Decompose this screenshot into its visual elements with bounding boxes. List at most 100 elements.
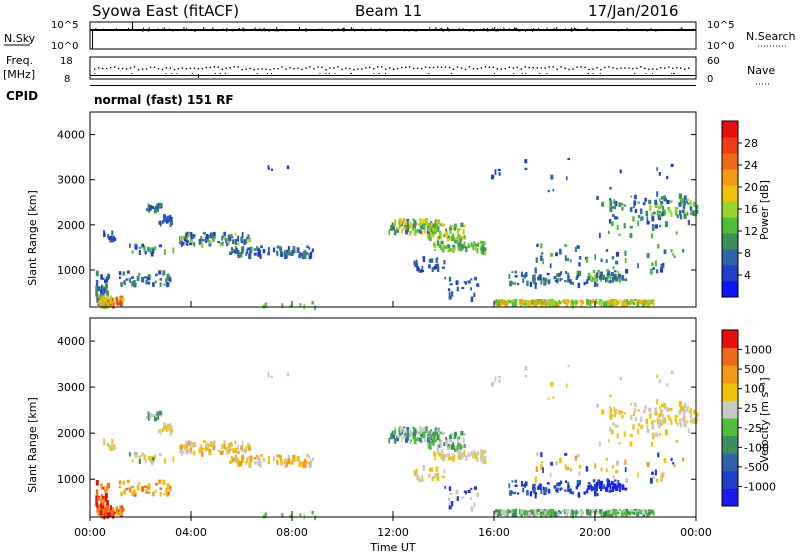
scatter-cell — [234, 239, 238, 245]
scatter-cell — [448, 231, 452, 235]
scatter-cell — [623, 204, 626, 207]
scatter-cell — [189, 447, 192, 452]
scatter-cell — [576, 274, 579, 278]
scatter-cell — [629, 300, 632, 306]
nsky-dot — [571, 29, 573, 32]
scatter-cell — [607, 511, 610, 517]
scatter-cell — [609, 408, 613, 414]
scatter-cell — [595, 481, 599, 488]
scatter-cell — [596, 492, 599, 497]
nsky-dot — [556, 29, 558, 32]
scatter-cell — [675, 418, 678, 424]
nsky-label: N.Sky — [4, 32, 36, 45]
scatter-cell — [456, 229, 460, 235]
scatter-cell — [482, 247, 485, 252]
scatter-cell — [279, 459, 283, 464]
scatter-cell — [664, 221, 668, 228]
scatter-cell — [101, 277, 105, 281]
scatter-cell — [101, 500, 104, 507]
scatter-cell — [179, 236, 183, 242]
nave-dot — [97, 67, 100, 69]
date-title: 17/Jan/2016 — [588, 2, 679, 20]
scatter-cell — [576, 484, 579, 488]
scatter-cell — [595, 272, 599, 279]
nave-dot — [117, 67, 120, 70]
scatter-cell — [654, 407, 658, 413]
nave-dot — [460, 67, 463, 69]
scatter-cell — [441, 475, 445, 479]
nave-dot — [237, 66, 239, 68]
scatter-cell — [441, 266, 445, 269]
scatter-cell — [609, 483, 612, 490]
scatter-cell — [543, 280, 547, 285]
scatter-cell — [97, 510, 100, 514]
scatter-cell — [147, 246, 150, 252]
scatter-cell — [106, 505, 110, 510]
scatter-cell — [447, 288, 451, 292]
scatter-cell — [583, 491, 586, 495]
scatter-cell — [279, 456, 283, 460]
scatter-cell — [462, 454, 467, 458]
scatter-cell — [613, 270, 617, 273]
velocity-colorbar-label: Velocity [m s⁻¹] — [758, 377, 771, 462]
scatter-cell — [642, 409, 646, 414]
nave-dot — [269, 68, 271, 71]
scatter-cell — [658, 422, 661, 427]
scatter-cell — [598, 481, 601, 486]
scatter-cell — [138, 455, 142, 458]
scatter-cell — [149, 204, 152, 211]
scatter-cell — [473, 449, 476, 453]
scatter-cell — [234, 250, 237, 254]
scatter-cell — [95, 479, 99, 486]
nsky-dot — [318, 28, 320, 31]
scatter-cell — [687, 219, 690, 226]
scatter-cell — [388, 437, 391, 444]
scatter-cell — [189, 242, 193, 246]
colorbar-tick-label: -100 — [744, 441, 769, 454]
scatter-cell — [689, 200, 692, 207]
nsky-dot — [193, 29, 195, 32]
scatter-cell — [559, 487, 563, 490]
scatter-cell — [535, 466, 538, 472]
scatter-cell — [413, 436, 416, 442]
scatter-cell — [663, 209, 666, 216]
scatter-cell — [189, 238, 192, 244]
scatter-cell — [148, 247, 152, 253]
scatter-cell — [683, 408, 686, 414]
scatter-cell — [158, 479, 162, 484]
scatter-cell — [637, 423, 641, 427]
scatter-cell — [421, 479, 425, 482]
scatter-cell — [629, 207, 633, 212]
scatter-cell — [514, 484, 518, 487]
scatter-cell — [650, 212, 654, 217]
scatter-cell — [247, 247, 251, 251]
scatter-cell — [204, 237, 207, 243]
scatter-cell — [594, 254, 597, 260]
scatter-cell — [97, 287, 101, 292]
scatter-cell — [615, 485, 618, 488]
scatter-cell — [104, 279, 107, 284]
scatter-cell — [520, 298, 524, 305]
nave-dot — [133, 66, 136, 68]
scatter-cell — [575, 299, 578, 305]
scatter-cell — [550, 174, 554, 180]
nave-dot — [540, 67, 542, 69]
scatter-cell — [463, 235, 466, 238]
scatter-cell — [660, 201, 664, 205]
freq-dot — [592, 73, 594, 74]
scatter-cell — [695, 204, 699, 209]
freq-dot — [671, 73, 673, 74]
nave-dot — [608, 66, 610, 68]
scatter-cell — [569, 259, 572, 263]
scatter-cell — [211, 442, 214, 449]
nave-dot — [516, 66, 518, 69]
scatter-cell — [529, 491, 533, 497]
scatter-cell — [179, 445, 183, 450]
scatter-cell — [552, 510, 556, 513]
scatter-cell — [675, 415, 679, 418]
scatter-cell — [413, 438, 417, 445]
nave-dot — [257, 68, 259, 70]
nave-dot — [109, 66, 112, 69]
station-title: Syowa East (fitACF) — [92, 2, 239, 20]
scatter-cell — [606, 484, 610, 488]
